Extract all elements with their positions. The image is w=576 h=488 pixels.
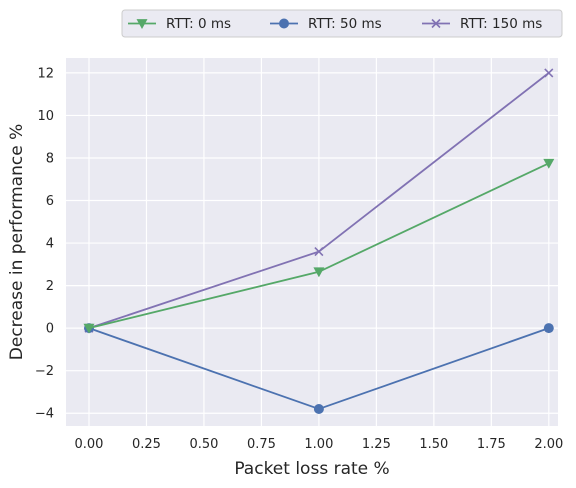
y-tick-label: 6 (46, 194, 54, 209)
data-point (544, 323, 554, 333)
x-tick-label: 1.00 (304, 437, 333, 452)
y-tick-label: 2 (46, 279, 54, 294)
x-tick-label: 0.50 (189, 437, 218, 452)
y-tick-label: 10 (37, 109, 54, 124)
y-tick-label: −2 (35, 364, 54, 379)
x-tick-label: 0.75 (247, 437, 276, 452)
x-tick-label: 1.25 (362, 437, 391, 452)
x-tick-label: 2.00 (534, 437, 563, 452)
legend-marker (279, 19, 289, 29)
legend: RTT: 0 ms RTT: 50 ms RTT: 150 ms (122, 10, 562, 37)
y-tick-label: 0 (46, 322, 54, 337)
y-tick-label: 4 (46, 237, 54, 252)
y-axis-title: Decrease in performance % (7, 124, 27, 360)
legend-label: RTT: 50 ms (308, 16, 382, 32)
x-tick-label: 1.50 (419, 437, 448, 452)
legend-label: RTT: 0 ms (166, 16, 231, 32)
x-tick-label: 0.00 (75, 437, 104, 452)
y-tick-label: −4 (35, 407, 54, 422)
legend-label: RTT: 150 ms (460, 16, 542, 32)
y-tick-label: 8 (46, 151, 54, 166)
data-point (314, 404, 324, 414)
x-tick-label: 0.25 (132, 437, 161, 452)
y-tick-label: 12 (37, 66, 54, 81)
x-axis-title: Packet loss rate % (234, 459, 389, 479)
x-tick-label: 1.75 (477, 437, 506, 452)
